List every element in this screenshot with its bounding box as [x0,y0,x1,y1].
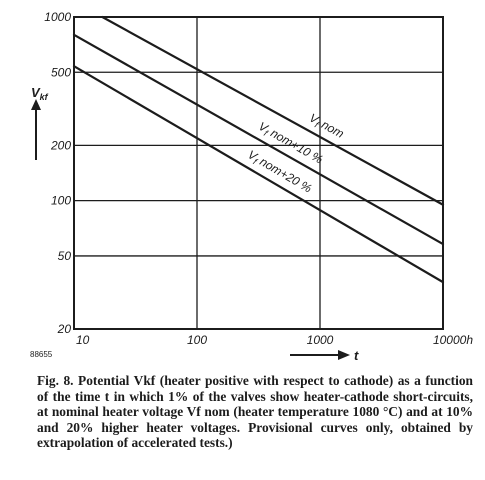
x-tick-label: 10 [76,333,90,347]
x-axis-arrow [290,350,350,360]
y-tick-label: 1000 [44,10,71,24]
x-tick-label: 10000h [433,333,473,347]
grid [74,17,443,329]
y-tick-labels: 1000 500 200 100 50 20 [44,10,71,336]
figure-caption: Fig. 8. Potential Vkf (heater positive w… [37,373,473,451]
series-label-sub: f [251,157,260,168]
series-label-sub: f [262,128,270,139]
x-tick-labels: 10 100 1000 10000h [76,333,473,347]
y-tick-label: 100 [51,194,71,208]
svg-text:Vkf: Vkf [31,85,49,102]
y-axis-arrow [31,99,41,160]
y-axis-label: Vkf [31,85,49,102]
curves [72,15,445,284]
y-axis-label-sub: kf [40,92,49,102]
y-tick-label: 500 [51,65,71,79]
chart: 10 100 1000 10000h 1000 500 200 100 50 20 Vf nom… [30,10,473,363]
series-label-sub: f [313,120,321,131]
series-line [72,65,445,284]
x-tick-label: 1000 [307,333,334,347]
series-line [101,15,445,206]
x-axis-label: t [354,348,359,363]
y-axis-label-main: V [31,85,41,100]
y-tick-label: 200 [50,138,71,152]
plot-frame [73,16,444,330]
y-tick-label: 50 [58,249,72,263]
series-label: Vf nom [306,111,346,143]
y-tick-label: 20 [57,322,72,336]
series-line [72,33,445,246]
figure-number: 88655 [30,350,53,359]
x-tick-label: 100 [187,333,207,347]
